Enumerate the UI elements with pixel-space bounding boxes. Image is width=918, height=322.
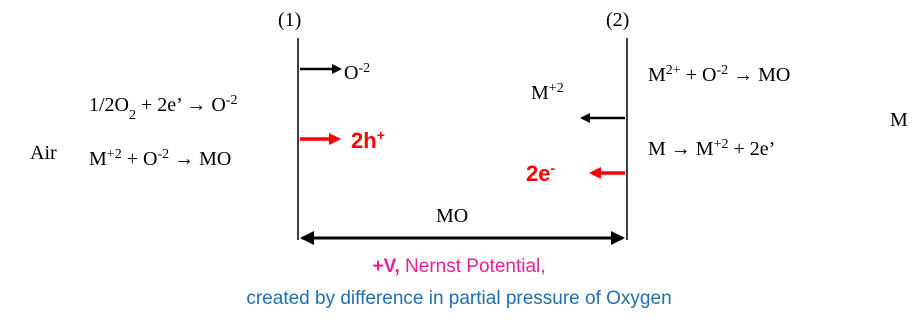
boundary-label-2: (2) (606, 9, 629, 31)
electrons-label: 2e- (526, 160, 555, 186)
caption-line-1: +V, Nernst Potential, (0, 256, 918, 278)
oxide-formation-left: M+2 + O-2 → MO (89, 147, 231, 171)
nernst-label: Nernst Potential, (399, 256, 546, 277)
metal-label: M (890, 109, 908, 131)
air-label: Air (30, 142, 57, 164)
caption-line-2: created by difference in partial pressur… (246, 288, 672, 309)
oxygen-ion-label: O-2 (344, 61, 370, 85)
holes-label: 2h+ (351, 127, 385, 153)
oxide-formation-right: M2+ + O-2 → MO (648, 63, 790, 87)
oxygen-reduction-reaction: 1/2O2 + 2e’ → O-2 (89, 93, 237, 123)
boundary-label-1: (1) (278, 9, 301, 31)
voltage-label: +V, (372, 256, 400, 277)
oxidation-diagram: (1) (2) O-2 1/2O2 + 2e’ → O-2 Air 2h+ M+… (30, 9, 908, 245)
metal-ion-label: M+2 (531, 81, 564, 105)
oxide-layer-label: MO (436, 205, 468, 227)
metal-oxidation-reaction: M → M+2 + 2e’ (648, 137, 775, 161)
